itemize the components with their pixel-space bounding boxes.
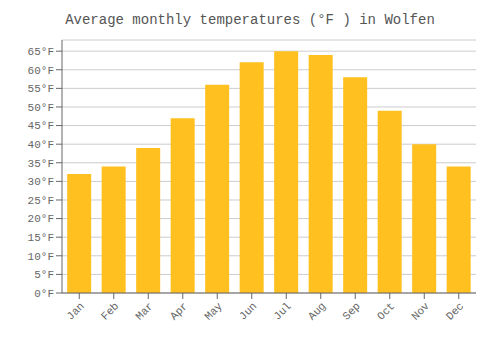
svg-text:Jan: Jan [64,300,86,322]
svg-text:Sep: Sep [340,300,362,322]
svg-text:Oct: Oct [375,300,397,322]
svg-text:10°F: 10°F [28,251,54,263]
svg-text:30°F: 30°F [28,176,54,188]
svg-text:Aug: Aug [306,300,328,322]
svg-text:0°F: 0°F [34,288,54,300]
svg-text:40°F: 40°F [28,139,54,151]
svg-text:35°F: 35°F [28,158,54,170]
svg-text:5°F: 5°F [34,269,54,281]
svg-text:60°F: 60°F [28,65,54,77]
svg-text:45°F: 45°F [28,120,54,132]
svg-text:65°F: 65°F [28,46,54,58]
svg-text:Dec: Dec [444,300,466,322]
svg-text:Mar: Mar [133,300,155,322]
svg-text:Nov: Nov [409,300,432,323]
svg-text:20°F: 20°F [28,213,54,225]
svg-text:15°F: 15°F [28,232,54,244]
svg-text:Jun: Jun [237,300,259,322]
svg-text:May: May [202,300,225,323]
svg-text:25°F: 25°F [28,195,54,207]
svg-text:55°F: 55°F [28,83,54,95]
svg-text:Feb: Feb [99,300,121,322]
html-text:Average monthly temperatures (: Average monthly temperatures (°F ) in Wo… [65,12,435,28]
svg-text:50°F: 50°F [28,102,54,114]
svg-text:Apr: Apr [168,300,190,322]
svg-text:Jul: Jul [271,300,293,322]
